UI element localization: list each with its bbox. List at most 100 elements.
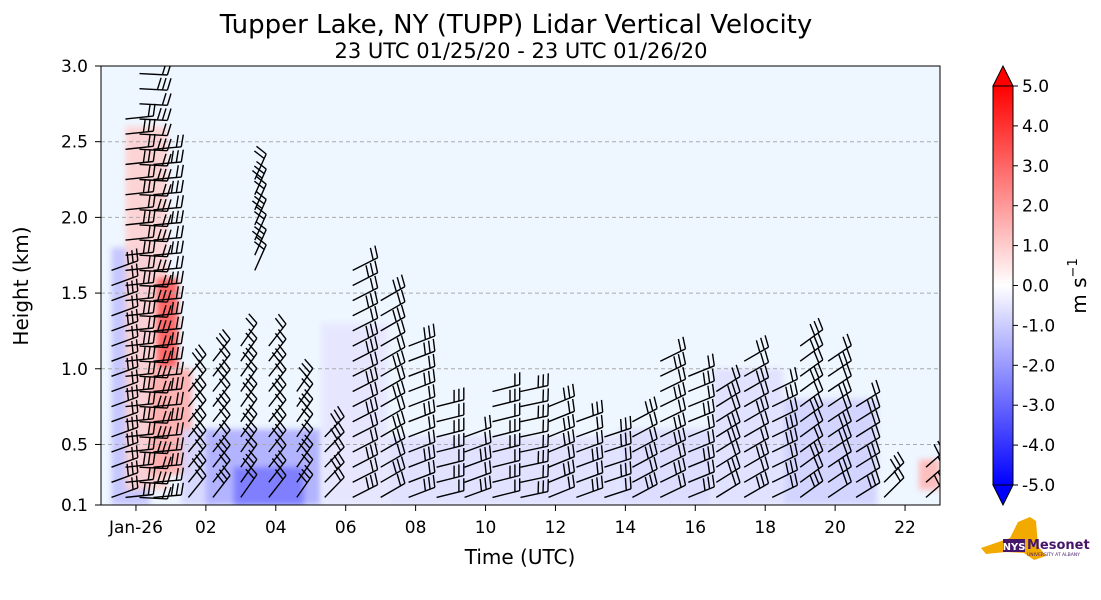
wind-barb (240, 373, 258, 408)
wind-barb (125, 482, 156, 499)
wind-barb (799, 317, 824, 347)
wind-barb (408, 444, 436, 468)
wind-barb (153, 255, 184, 272)
wind-barb (125, 270, 156, 287)
wind-barb (352, 381, 379, 408)
wind-barb (632, 456, 658, 483)
wind-barb (688, 413, 715, 438)
wind-barb (187, 404, 207, 438)
wind-barb (855, 394, 881, 423)
colorbar: 5.0 4.0 3.0 2.0 1.0 0.0 -1.0 -2.0 -3.0 -4.0 -5.0 m… (992, 64, 1091, 507)
x-tick-label: 10 (475, 518, 497, 538)
wind-barb (688, 398, 715, 423)
wind-barb (604, 415, 632, 438)
wind-barb (688, 353, 715, 377)
wind-barb (125, 179, 156, 196)
wind-barb (268, 419, 287, 453)
wind-barb (139, 365, 172, 379)
wind-barb (492, 417, 521, 438)
wind-barb (743, 456, 770, 483)
wind-barb (799, 363, 824, 393)
wind-barb (576, 460, 604, 483)
wind-barb (408, 338, 436, 362)
wind-barb (799, 393, 824, 423)
wind-barb (380, 304, 406, 332)
x-tick-label: 20 (824, 518, 846, 538)
wind-barb (771, 382, 799, 408)
wind-barb (520, 373, 549, 393)
x-tick-label: 04 (265, 518, 287, 538)
wind-barb (380, 289, 406, 317)
wind-barb (827, 363, 852, 393)
wind-barb (125, 209, 156, 226)
wind-barb (464, 475, 492, 499)
wind-barb (715, 410, 741, 438)
wind-barb (520, 403, 549, 423)
wind-barb (153, 452, 184, 468)
wind-barb (771, 397, 799, 423)
wind-barb (492, 463, 521, 483)
wind-barb (139, 425, 172, 439)
y-tick-label: 1.5 (61, 284, 88, 304)
wind-barb (576, 475, 604, 499)
colorbar-ticks: 5.0 4.0 3.0 2.0 1.0 0.0 -1.0 -2.0 -3.0 -4.0 -5.0 (1013, 77, 1055, 496)
wind-barb (352, 321, 379, 347)
y-axis-label: Height (km) (9, 226, 33, 345)
wind-barb (799, 469, 824, 498)
wind-barb (659, 336, 687, 362)
wind-barb (715, 455, 741, 483)
wind-barb (240, 328, 258, 362)
wind-barb (153, 467, 184, 483)
wind-barb (296, 464, 314, 498)
wind-barb (380, 274, 406, 302)
wind-barb (883, 451, 905, 483)
wind-barb (827, 333, 852, 362)
wind-barb (492, 387, 521, 408)
wind-barb (827, 394, 852, 423)
wind-barb (153, 300, 184, 317)
wind-barb (855, 470, 881, 498)
wind-barb (380, 380, 406, 408)
wind-barb (380, 395, 406, 423)
wind-barb (688, 429, 715, 453)
wind-barb (827, 439, 852, 468)
velocity-region (782, 399, 878, 505)
wind-barb (408, 323, 436, 347)
wind-barb (125, 451, 156, 468)
x-tick-label: 06 (335, 518, 357, 538)
colorbar-tick-label: -5.0 (1022, 476, 1055, 496)
wind-barb (520, 433, 549, 453)
wind-barb (925, 470, 940, 498)
wind-barb (153, 391, 184, 408)
wind-barb (240, 404, 258, 438)
wind-barb (352, 427, 379, 453)
wind-barb (125, 134, 156, 150)
wind-barb (408, 459, 436, 483)
wind-barb (240, 449, 258, 483)
wind-barb (380, 335, 406, 362)
wind-barb (187, 344, 207, 377)
wind-barb (153, 225, 184, 241)
wind-barb (827, 454, 852, 483)
wind-barb (240, 343, 258, 377)
wind-barb (548, 474, 576, 499)
wind-barb (125, 345, 156, 362)
wind-barb (436, 463, 465, 483)
wind-barb (827, 409, 852, 438)
wind-barb (352, 290, 379, 317)
wind-barb (799, 408, 824, 438)
wind-barb (925, 455, 940, 483)
velocity-region (233, 467, 304, 505)
wind-barb (296, 434, 314, 468)
wind-barb (632, 426, 658, 453)
colorbar-label-units: m s (1067, 277, 1091, 313)
x-tick-label: 08 (405, 518, 427, 538)
wind-barb (659, 366, 687, 393)
y-tick-label: 1.0 (61, 360, 88, 380)
wind-barb (604, 476, 632, 499)
wind-barb (153, 406, 184, 423)
wind-barb (659, 412, 687, 438)
x-tick-label: 02 (195, 518, 217, 538)
wind-barb (771, 457, 799, 483)
wind-barb (380, 425, 406, 453)
